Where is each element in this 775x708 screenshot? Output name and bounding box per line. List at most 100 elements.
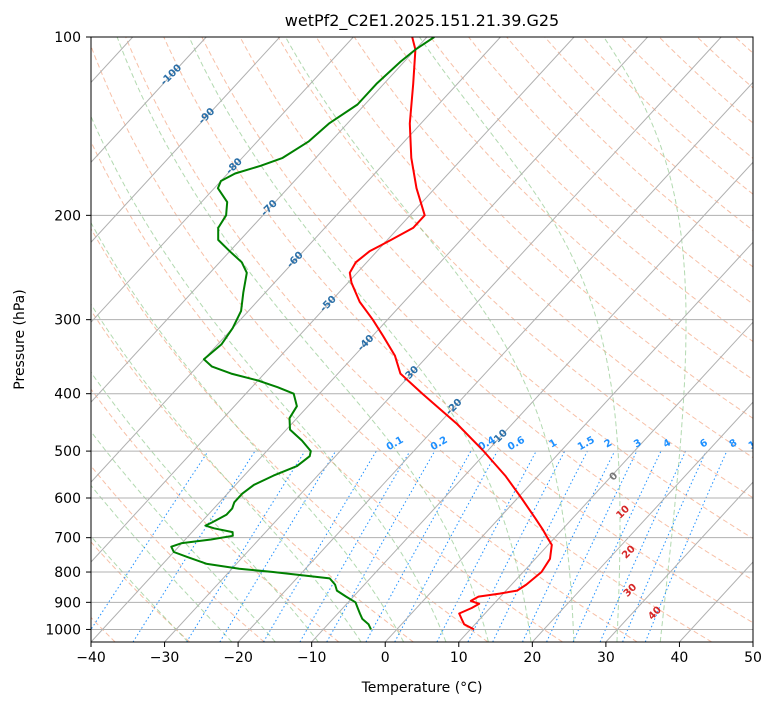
mixing-ratio-line (91, 450, 209, 631)
mixing-ratio-line (219, 450, 337, 642)
moist-adiabats (91, 37, 687, 642)
dry-adiabat-line (734, 37, 753, 54)
moist-adiabat-line (91, 371, 319, 642)
y-tick-label: 1000 (45, 622, 81, 638)
moist-adiabat-line (91, 484, 233, 642)
y-axis-ticks: 1000 900 800 700 600 500 400 300 200 100 (45, 30, 91, 638)
y-tick-label: 900 (54, 595, 81, 611)
mixing-ratio-line (467, 450, 566, 642)
isotherm-gridline (679, 561, 753, 642)
dry-adiabat-line (544, 37, 753, 231)
mixing-ratio-label: 2 (603, 437, 615, 450)
dry-adiabat-line (125, 37, 713, 642)
isotherm-gridline (531, 401, 753, 642)
mixing-ratio-label: 0.2 (429, 435, 450, 453)
dry-adiabat-line (391, 37, 753, 381)
isotherm-gridline (91, 37, 281, 243)
mixing-ratio-line (132, 450, 256, 642)
dry-adiabat-line (239, 37, 753, 540)
mixing-ratio-label: 1 (547, 437, 559, 450)
mixing-ratio-lines (91, 450, 728, 642)
x-tick-label: −20 (223, 650, 253, 666)
dry-adiabat-line (91, 541, 191, 642)
mixing-ratio-line (326, 450, 436, 642)
isotherm-gridline (91, 37, 354, 323)
isotherm-gridline (91, 37, 428, 403)
moist-adiabat-line (418, 37, 621, 642)
isotherm-gridline (605, 481, 753, 642)
plot-frame (90, 36, 754, 643)
dry-adiabat-line (277, 37, 753, 499)
dry-adiabat-line (91, 388, 340, 642)
isotherm-gridline (91, 37, 501, 483)
x-axis-label: Temperature (°C) (361, 680, 483, 696)
x-tick-label: 40 (671, 650, 689, 666)
mixing-ratio-line (365, 450, 472, 642)
isotherm-gridline (91, 37, 575, 563)
mixing-ratio-line (299, 450, 411, 642)
mixing-ratio-label: 10 (747, 436, 765, 453)
dry-adiabat-line (620, 37, 753, 160)
isotherm-gridline (311, 161, 753, 642)
x-tick-label: −30 (150, 650, 180, 666)
isotherm-gridline (752, 641, 753, 642)
moist-adiabat-line (91, 115, 447, 642)
x-tick-label: 0 (381, 650, 390, 666)
dry-adiabat-line (91, 44, 638, 642)
dry-adiabat-line (91, 465, 265, 642)
y-tick-label: 200 (54, 208, 81, 224)
isotherm-label: -100 (159, 62, 185, 88)
x-tick-label: 30 (597, 650, 615, 666)
dry-adiabat-line (582, 37, 753, 195)
moist-adiabat-label: 0 (608, 471, 621, 484)
y-tick-label: 500 (54, 444, 81, 460)
background-lines (0, 37, 753, 642)
dry-adiabats (91, 37, 753, 642)
moist-adiabat-line (91, 535, 189, 642)
x-axis-ticks: −40 −30 −20 −10 0 10 20 30 40 50 (76, 642, 762, 666)
x-tick-label: 20 (523, 650, 541, 666)
moist-adiabat-label: 30 (622, 582, 640, 600)
moist-adiabat-line (285, 37, 575, 642)
moist-adiabat-label: 10 (614, 504, 632, 522)
isotherm-gridline (91, 37, 648, 642)
sounding-profiles (170, 37, 553, 631)
dry-adiabat-line (430, 37, 753, 343)
isotherm-gridline (458, 321, 753, 642)
dry-adiabat-line (506, 37, 753, 268)
y-axis-label: Pressure (hPa) (12, 289, 28, 389)
isotherm-gridline (0, 37, 59, 642)
y-tick-label: 600 (54, 491, 81, 507)
dry-adiabat-line (201, 37, 753, 581)
mixing-ratio-label: 1.5 (576, 435, 597, 453)
mixing-ratio-label: 3 (632, 437, 644, 450)
x-tick-label: −10 (297, 650, 327, 666)
mixing-ratio-label: 0.6 (506, 435, 527, 453)
x-tick-label: 10 (450, 650, 468, 666)
dewpoint-profile-line (170, 37, 435, 630)
mixing-ratio-label: 6 (698, 437, 710, 450)
dry-adiabat-line (315, 37, 753, 459)
isotherm-gridline (164, 37, 722, 642)
isotherm-gridlines (0, 37, 753, 642)
isotherm-gridline (384, 241, 753, 642)
mixing-ratio-line (644, 450, 728, 642)
mixing-ratio-line (572, 450, 662, 642)
chart-title: wetPf2_C2E1.2025.151.21.39.G25 (285, 11, 559, 31)
y-tick-label: 400 (54, 387, 81, 403)
moist-adiabat-line (116, 37, 489, 642)
mixing-ratio-line (186, 450, 306, 642)
isotherm-gridline (237, 81, 753, 642)
y-tick-label: 800 (54, 565, 81, 581)
mixing-ratio-line (546, 450, 638, 642)
moist-adiabat-line (603, 37, 687, 642)
pressure-gridlines (91, 37, 753, 630)
mixing-ratio-line (394, 450, 498, 642)
mixing-ratio-line (522, 450, 616, 642)
temperature-profile-line (348, 37, 553, 631)
isotherm-gridline (91, 37, 207, 164)
y-tick-label: 100 (54, 30, 81, 46)
background-line-labels: -100-90-80-70-60-50-40-30-20-100.1 0.2 0.4… (159, 62, 765, 622)
dry-adiabat-line (91, 140, 563, 642)
